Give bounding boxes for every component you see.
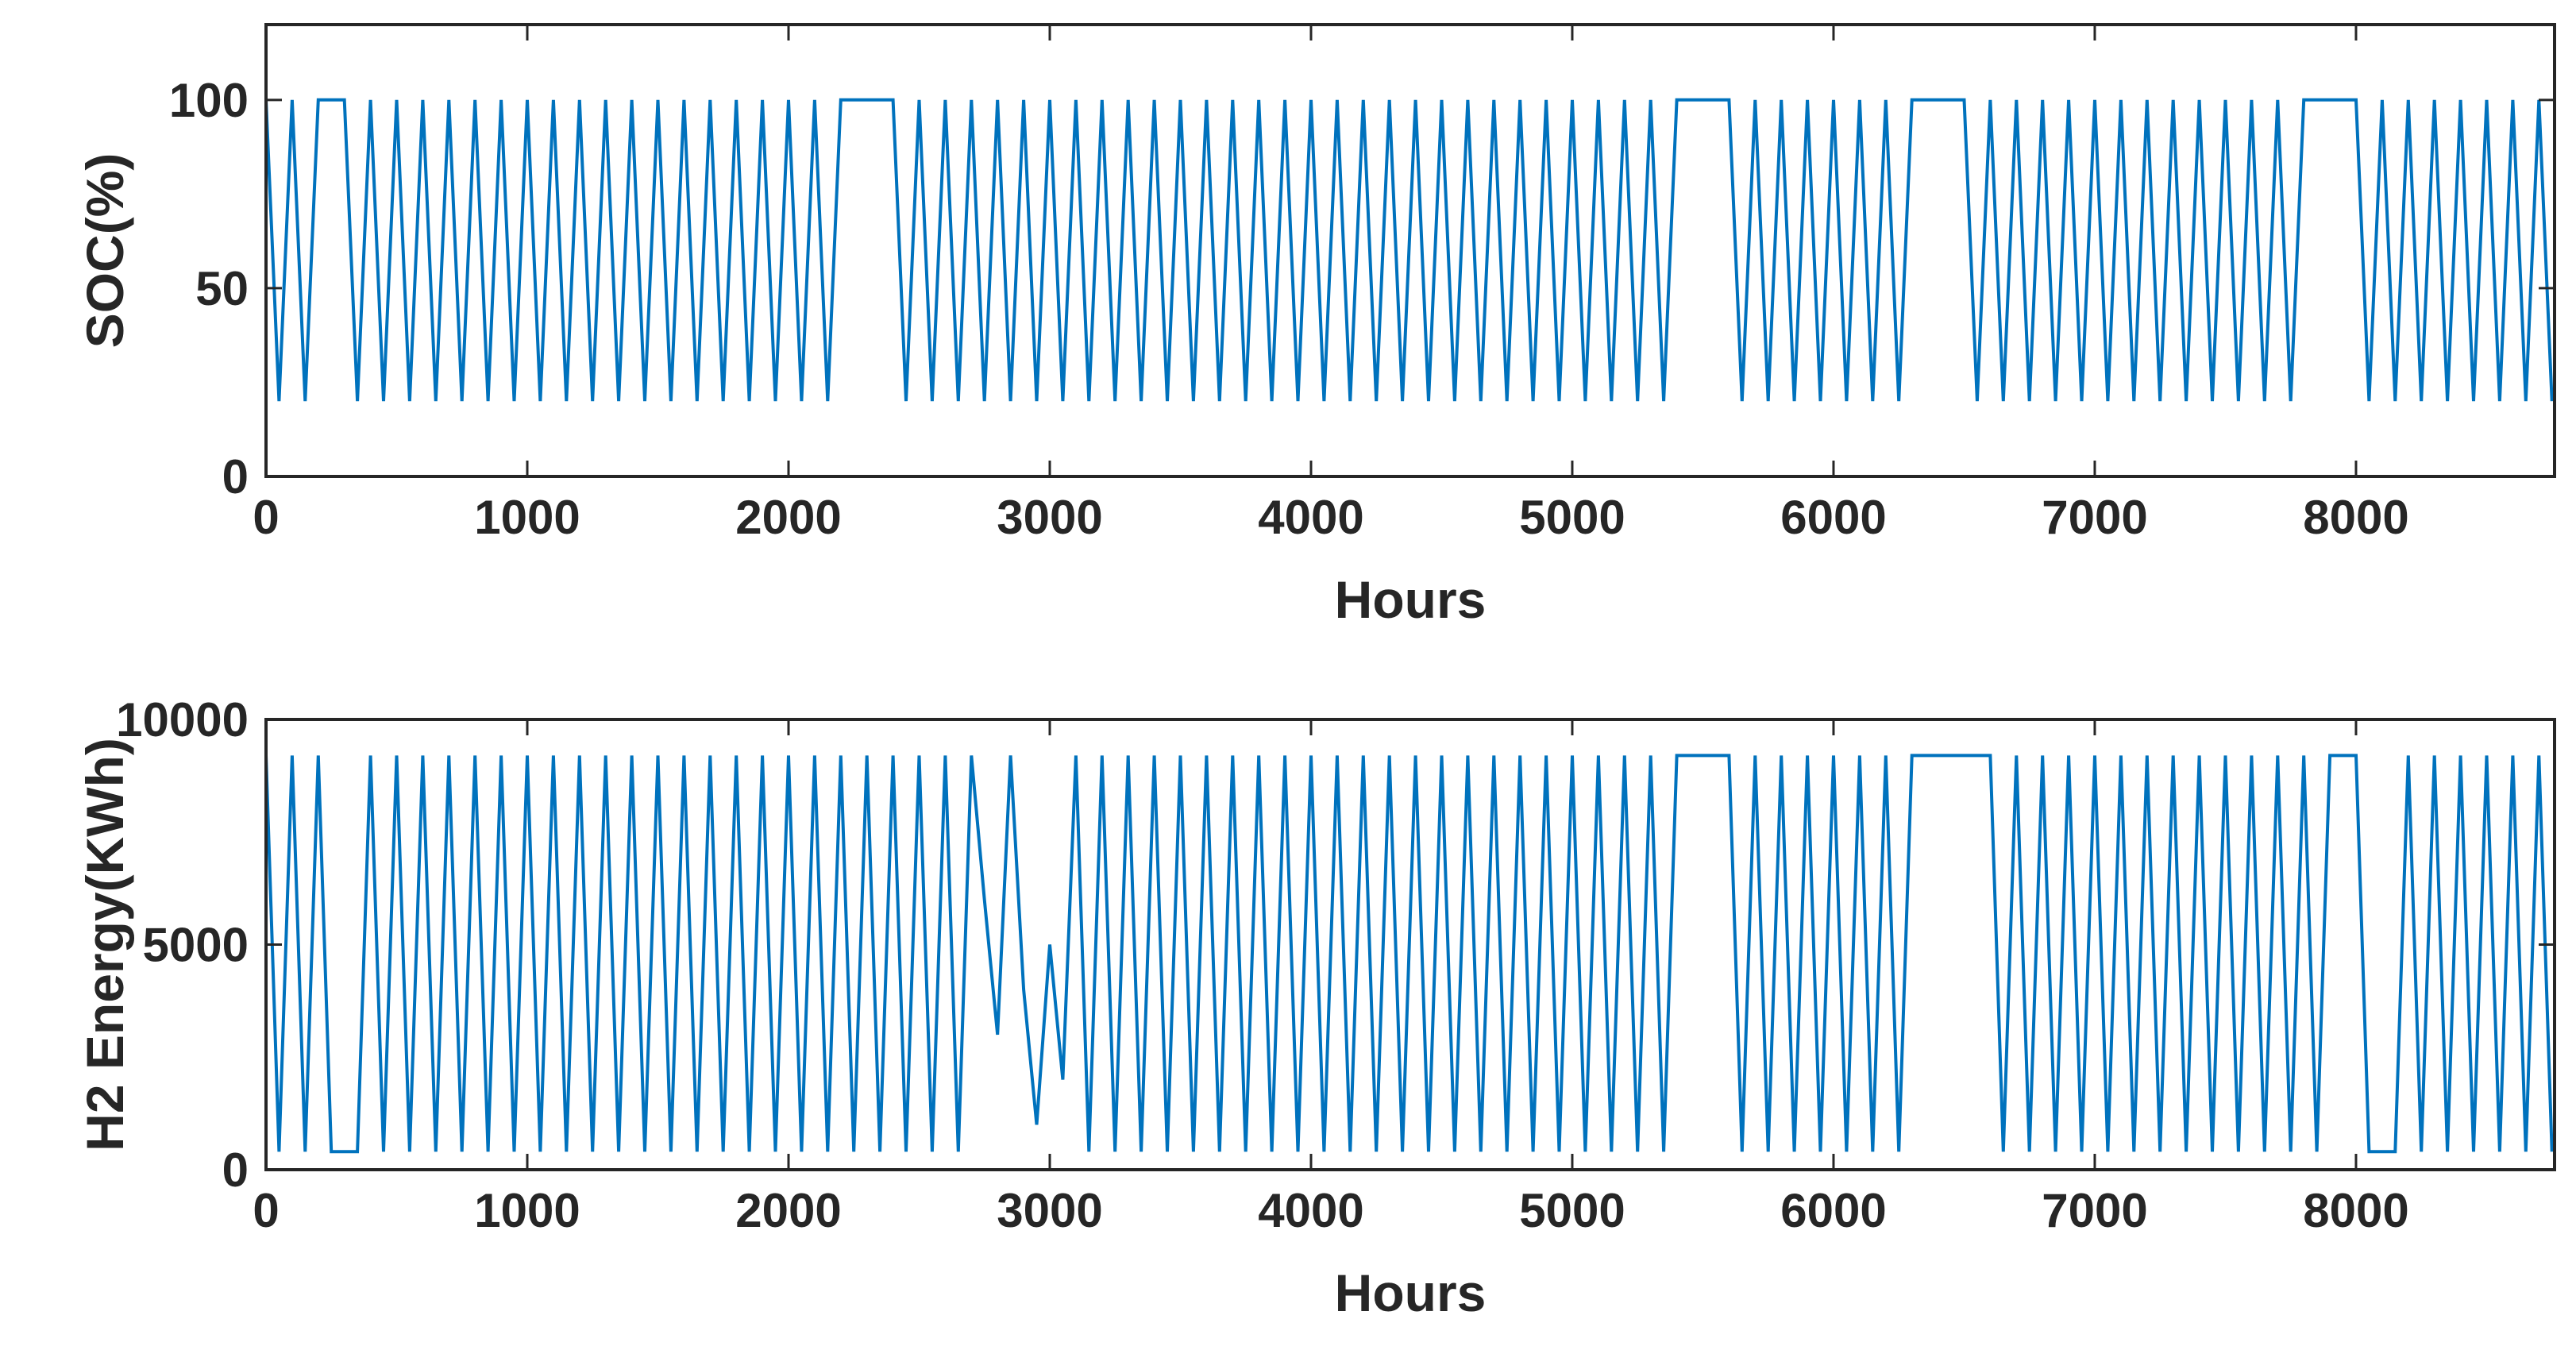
x-tick-label: 1000 bbox=[474, 491, 580, 544]
x-tick-label: 0 bbox=[253, 491, 279, 544]
x-tick-label: 4000 bbox=[1258, 1184, 1363, 1237]
axes-frame bbox=[264, 23, 2556, 478]
x-tick-label: 3000 bbox=[997, 491, 1102, 544]
x-tick-label: 5000 bbox=[1519, 491, 1625, 544]
x-tick-label: 2000 bbox=[735, 1184, 841, 1237]
subplot: 0 1000 2000 3000 4000 5000 6000 7000 8000 0 5000 10… bbox=[75, 693, 2556, 1322]
y-tick-label: 50 bbox=[195, 262, 249, 315]
x-tick-label: 1000 bbox=[474, 1184, 580, 1237]
x-tick-label: 6000 bbox=[1780, 491, 1886, 544]
x-axis-label: Hours bbox=[1335, 1263, 1487, 1322]
x-tick-label: 2000 bbox=[735, 491, 841, 544]
x-tick-label: 8000 bbox=[2303, 491, 2408, 544]
x-tick-label: 5000 bbox=[1519, 1184, 1625, 1237]
data-line bbox=[266, 98, 2554, 402]
x-tick-label: 0 bbox=[253, 1184, 279, 1237]
x-tick-label: 7000 bbox=[2042, 1184, 2147, 1237]
x-tick-label: 7000 bbox=[2042, 491, 2147, 544]
plot-area bbox=[266, 98, 2554, 402]
subplot: 0 1000 2000 3000 4000 5000 6000 7000 8000 0 50 100 H… bbox=[75, 23, 2556, 629]
x-tick-label: 3000 bbox=[997, 1184, 1102, 1237]
y-tick-label: 5000 bbox=[143, 919, 249, 972]
x-tick-label: 6000 bbox=[1780, 1184, 1886, 1237]
x-axis-label: Hours bbox=[1335, 570, 1487, 629]
y-tick-label: 0 bbox=[222, 450, 249, 503]
data-line bbox=[266, 754, 2554, 1154]
y-axis-label: SOC(%) bbox=[75, 153, 134, 349]
x-tick-label: 4000 bbox=[1258, 491, 1363, 544]
x-tick-label: 8000 bbox=[2303, 1184, 2408, 1237]
y-axis-label: H2 Energy(KWh) bbox=[75, 738, 134, 1151]
y-tick-label: 0 bbox=[222, 1144, 249, 1197]
y-tick-label: 10000 bbox=[116, 693, 249, 746]
plot-area bbox=[266, 754, 2554, 1154]
y-tick-label: 100 bbox=[169, 74, 249, 127]
